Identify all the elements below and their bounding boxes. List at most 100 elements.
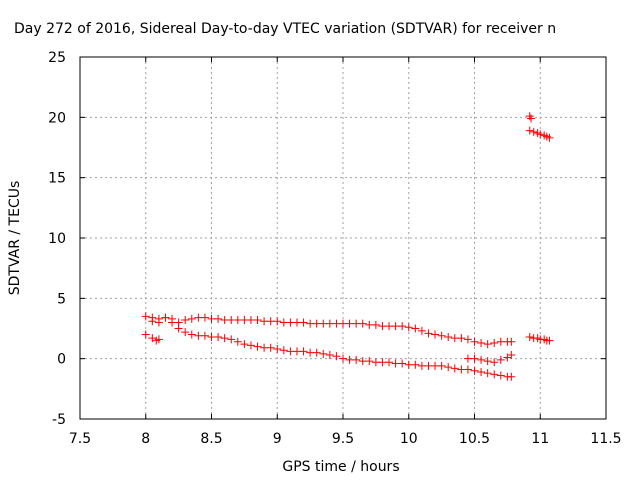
data-point — [424, 329, 433, 338]
x-tick-label: 10.5 — [459, 431, 490, 447]
grid-lines — [80, 57, 606, 419]
y-tick-label: 10 — [48, 231, 66, 247]
data-point — [507, 337, 516, 346]
data-point — [527, 114, 536, 123]
data-point — [545, 336, 554, 345]
data-point — [154, 335, 163, 344]
data-point — [490, 370, 499, 379]
data-point — [463, 335, 472, 344]
data-point — [227, 335, 236, 344]
x-tick-label: 9.5 — [332, 431, 354, 447]
data-point — [490, 338, 499, 347]
data-point — [398, 359, 407, 368]
axis-ticks — [79, 56, 607, 420]
data-point — [450, 364, 459, 373]
data-point — [404, 323, 413, 332]
data-point — [496, 355, 505, 364]
data-point — [490, 358, 499, 367]
data-point — [273, 345, 282, 354]
data-point — [431, 330, 440, 339]
data-point — [168, 318, 177, 327]
x-tick-label: 10 — [400, 431, 418, 447]
x-tick-label: 9 — [273, 431, 282, 447]
data-points — [141, 112, 554, 381]
x-axis-label: GPS time / hours — [282, 459, 399, 475]
data-point — [437, 331, 446, 340]
data-point — [536, 130, 545, 139]
data-point — [398, 322, 407, 331]
data-point — [266, 343, 275, 352]
data-point — [525, 332, 534, 341]
data-point — [141, 312, 150, 321]
data-point — [545, 133, 554, 142]
x-tick-label: 8.5 — [200, 431, 222, 447]
data-point — [161, 313, 170, 322]
data-point — [477, 367, 486, 376]
data-point — [358, 319, 367, 328]
y-tick-label: -5 — [52, 412, 66, 428]
data-point — [437, 361, 446, 370]
x-tick-label: 11.5 — [590, 431, 621, 447]
data-point — [477, 338, 486, 347]
data-point — [365, 357, 374, 366]
data-point — [325, 351, 334, 360]
data-point — [457, 334, 466, 343]
data-point — [470, 366, 479, 375]
y-tick-label: 5 — [57, 291, 66, 307]
data-point — [240, 340, 249, 349]
y-tick-label: 15 — [48, 171, 66, 187]
data-point — [253, 342, 262, 351]
data-point — [279, 346, 288, 355]
data-point — [319, 349, 328, 358]
data-point — [483, 369, 492, 378]
data-point — [273, 317, 282, 326]
data-point — [181, 328, 190, 337]
data-point — [463, 365, 472, 374]
data-point — [477, 355, 486, 364]
y-tick-label: 0 — [57, 352, 66, 368]
data-point — [371, 320, 380, 329]
data-point — [470, 354, 479, 363]
data-point — [148, 317, 157, 326]
chart-title: Day 272 of 2016, Sidereal Day-to-day VTE… — [14, 21, 556, 37]
data-point — [483, 340, 492, 349]
data-point — [417, 326, 426, 335]
x-tick-label: 11 — [531, 431, 549, 447]
data-point — [141, 330, 150, 339]
data-point — [332, 352, 341, 361]
data-point — [483, 357, 492, 366]
data-point — [444, 332, 453, 341]
x-tick-label: 7.5 — [69, 431, 91, 447]
data-point — [181, 316, 190, 325]
data-point — [220, 334, 229, 343]
data-point — [411, 360, 420, 369]
data-point — [174, 324, 183, 333]
data-point — [444, 363, 453, 372]
data-point — [312, 348, 321, 357]
data-point — [246, 341, 255, 350]
data-point — [187, 314, 196, 323]
data-point — [253, 316, 262, 325]
data-point — [200, 331, 209, 340]
data-point — [187, 330, 196, 339]
data-point — [214, 314, 223, 323]
x-tick-label: 8 — [141, 431, 150, 447]
data-point — [299, 347, 308, 356]
data-point — [233, 337, 242, 346]
y-tick-label: 25 — [48, 50, 66, 66]
data-point — [411, 324, 420, 333]
data-point — [200, 313, 209, 322]
data-point — [154, 318, 163, 327]
y-tick-label: 20 — [48, 110, 66, 126]
y-tick-labels: -5 0 5 10 15 20 25 — [48, 50, 66, 428]
x-tick-labels: 7.5 8 8.5 9 9.5 10 10.5 11 11.5 — [69, 431, 622, 447]
data-point — [507, 351, 516, 360]
data-point — [525, 126, 534, 135]
data-point — [529, 127, 538, 136]
data-point — [385, 358, 394, 367]
y-axis-label: SDTVAR / TECUs — [7, 181, 23, 296]
data-point — [299, 318, 308, 327]
data-point — [339, 354, 347, 363]
